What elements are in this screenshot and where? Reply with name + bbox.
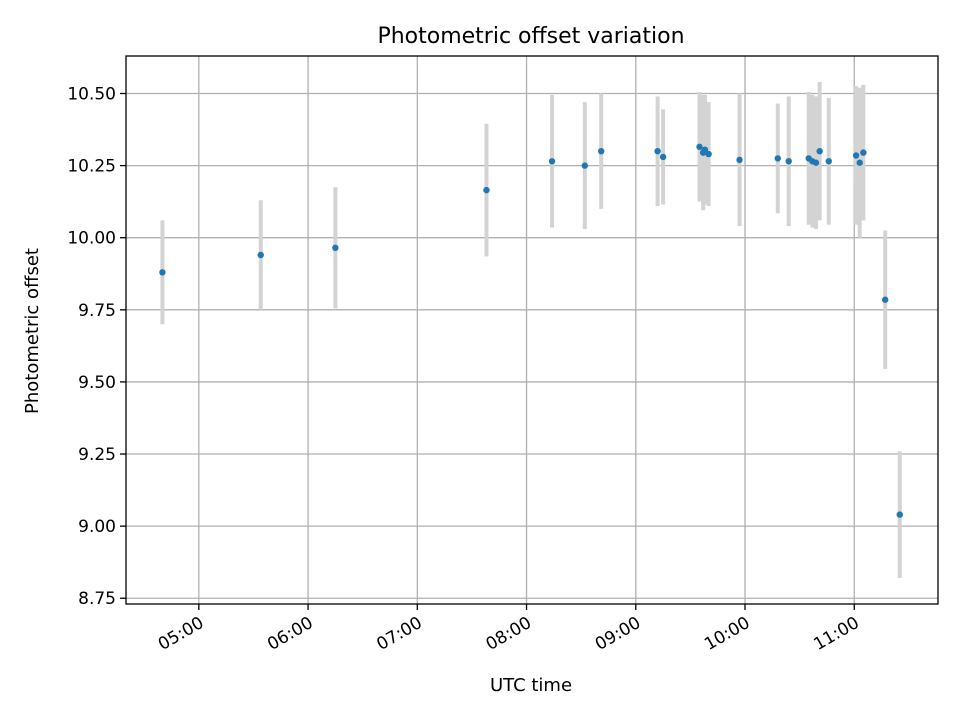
x-tick-label: 07:00 <box>373 613 425 655</box>
x-axis-ticks: 05:00 06:00 07:00 08:00 09:00 10:00 11:00 <box>155 604 863 655</box>
y-tick-label: 8.75 <box>78 589 116 609</box>
y-tick-label: 10.50 <box>67 84 116 104</box>
data-point <box>785 158 792 165</box>
data-point <box>701 146 709 153</box>
chart-title: Photometric offset variation <box>377 24 684 49</box>
x-tick-label: 08:00 <box>483 613 535 655</box>
x-axis-label: UTC time <box>490 675 572 696</box>
data-point <box>825 158 832 165</box>
x-tick-label: 10:00 <box>701 613 753 655</box>
data-point <box>736 156 743 164</box>
y-tick-label: 10.00 <box>67 229 116 249</box>
data-point <box>774 155 781 162</box>
data-point <box>860 149 867 156</box>
y-tick-label: 10.25 <box>67 157 116 177</box>
data-point <box>332 244 339 251</box>
data-point <box>654 147 661 155</box>
data-point <box>856 159 863 166</box>
data-point <box>597 147 605 155</box>
data-points <box>159 143 903 518</box>
data-point <box>483 186 490 194</box>
data-point <box>812 159 820 166</box>
y-axis-label: Photometric offset <box>22 248 43 414</box>
data-point <box>581 162 588 169</box>
data-point <box>696 143 703 151</box>
x-tick-label: 05:00 <box>155 613 207 655</box>
data-point <box>896 511 903 518</box>
data-point <box>257 251 264 259</box>
data-point <box>852 152 860 159</box>
x-tick-label: 06:00 <box>264 613 316 655</box>
plot-frame <box>125 55 939 605</box>
y-axis-ticks: 8.75 9.00 9.25 9.50 9.75 10.00 10.25 10.50 <box>67 84 126 609</box>
x-tick-label: 11:00 <box>810 613 862 655</box>
error-bars <box>160 81 902 579</box>
y-tick-label: 9.00 <box>78 517 116 537</box>
data-point <box>882 296 889 303</box>
x-tick-label: 09:00 <box>592 613 644 655</box>
y-tick-label: 9.50 <box>78 373 116 393</box>
data-point <box>816 147 823 155</box>
y-tick-label: 9.25 <box>78 445 116 465</box>
data-point <box>548 158 556 165</box>
data-point <box>159 269 166 276</box>
y-tick-label: 9.75 <box>78 301 116 321</box>
data-point <box>705 150 712 158</box>
data-point <box>659 153 667 161</box>
